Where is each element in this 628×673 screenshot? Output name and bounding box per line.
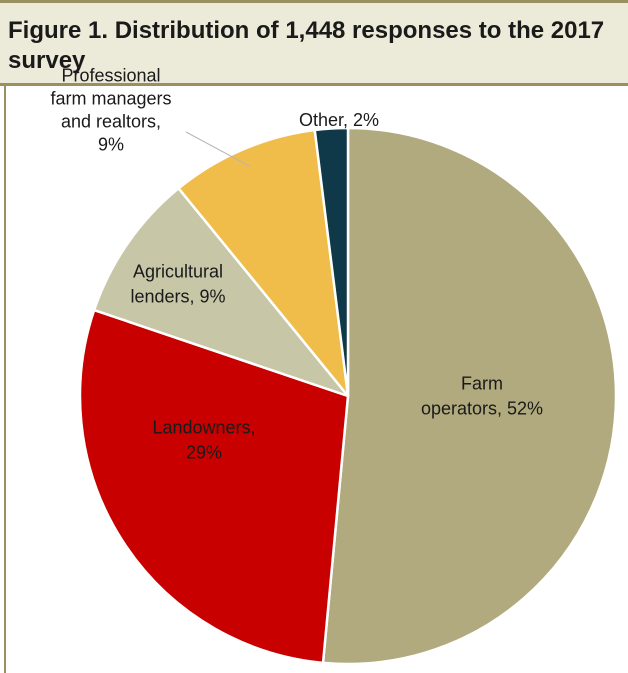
- pie-label-line: farm managers: [50, 89, 171, 109]
- pie-slices: [78, 126, 618, 666]
- pie-label-landowners: Landowners, 29%: [152, 418, 255, 463]
- figure-title: Figure 1. Distribution of 1,448 response…: [8, 17, 605, 74]
- pie-label-farm-operators: Farm operators, 52%: [421, 374, 543, 419]
- pie-label-line: and realtors,: [61, 112, 161, 132]
- left-border-rule: [4, 86, 6, 673]
- pie-label-professional-farm-managers: Professional farm managers and realtors, 9%: [50, 66, 171, 155]
- pie-slice-farm-operators: [321, 126, 618, 666]
- pie-label-line: Farm: [461, 374, 503, 394]
- pie-labels: Farm operators, 52% Landowners, 29% Agricult…: [50, 66, 543, 463]
- pie-label-line: Other, 2%: [299, 110, 379, 130]
- pie-label-line: Professional: [61, 66, 160, 86]
- pie-label-line: 29%: [186, 443, 222, 463]
- pie-label-line: Landowners,: [152, 418, 255, 438]
- pie-slice-agricultural-lenders: [92, 187, 350, 398]
- pie-slice-landowners: [78, 308, 350, 665]
- pie-label-line: operators, 52%: [421, 399, 543, 419]
- pie-slice-other: [313, 126, 350, 398]
- pie-label-line: 9%: [98, 135, 124, 155]
- pie-slice-professional-farm-managers: [177, 128, 350, 398]
- pie-label-other: Other, 2%: [299, 110, 379, 130]
- pie-label-line: Agricultural: [133, 262, 223, 282]
- figure-title-bar: Figure 1. Distribution of 1,448 response…: [0, 0, 628, 86]
- leader-line-professional: [185, 131, 250, 167]
- pie-label-agricultural-lenders: Agricultural lenders, 9%: [130, 262, 225, 307]
- pie-label-line: lenders, 9%: [130, 287, 225, 307]
